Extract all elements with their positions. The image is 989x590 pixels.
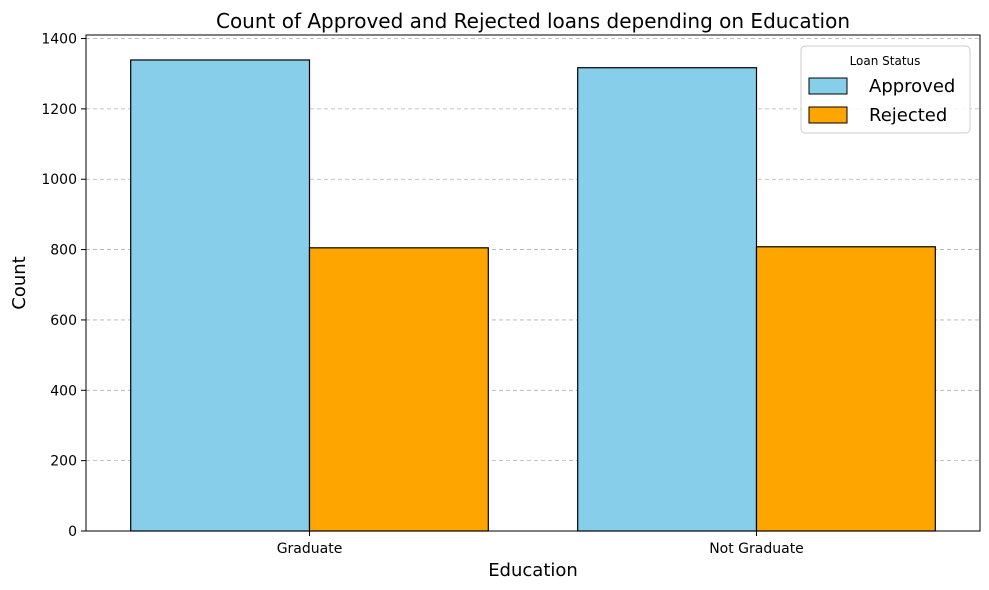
- y-tick-label: 0: [68, 524, 77, 540]
- y-tick-label: 400: [50, 383, 77, 399]
- y-axis-label: Count: [9, 256, 30, 309]
- x-tick-label: Graduate: [277, 541, 343, 557]
- y-tick-label: 800: [50, 243, 77, 259]
- legend-items: Approved Rejected: [808, 76, 955, 126]
- y-tick-label: 1400: [41, 32, 77, 48]
- plot-frame: [85, 34, 981, 532]
- bar-rejected-not-graduate: [755, 246, 936, 532]
- y-tick-label: 200: [50, 454, 77, 470]
- x-axis-label: Education: [488, 560, 578, 581]
- chart-title: Count of Approved and Rejected loans dep…: [216, 9, 850, 33]
- legend-title: Loan Status: [850, 54, 921, 68]
- x-tick-label: Not Graduate: [709, 541, 804, 557]
- y-tick-label: 1000: [41, 172, 77, 188]
- y-axis-ticks: 0 200 400 600 800 1000 1200 1400: [41, 32, 86, 540]
- bar-rejected-graduate: [308, 247, 489, 532]
- bar-approved-not-graduate: [577, 67, 758, 532]
- bars: [130, 59, 936, 532]
- y-tick-label: 1200: [41, 102, 77, 118]
- legend-swatch-approved: [808, 77, 848, 95]
- bar-approved-graduate: [130, 59, 311, 532]
- legend-swatch-rejected: [808, 106, 848, 124]
- legend-label-rejected: Rejected: [869, 105, 947, 126]
- x-axis-ticks: Graduate Not Graduate: [277, 531, 804, 557]
- legend-label-approved: Approved: [869, 76, 955, 97]
- legend: Loan Status Approved Rejected: [800, 45, 971, 134]
- y-tick-label: 600: [50, 313, 77, 329]
